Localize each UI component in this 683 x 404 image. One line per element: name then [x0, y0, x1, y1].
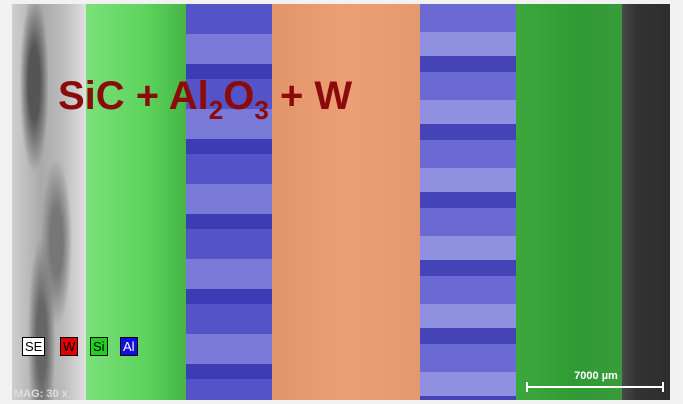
scale-label: 7000 µm — [526, 370, 666, 382]
si-layer — [516, 4, 622, 400]
eds-map: SiC + Al2O3 + W SE W Si Al 7000 µm MAG: … — [0, 0, 683, 404]
w-layer — [272, 4, 420, 400]
magnification: MAG: 30 x — [14, 388, 68, 400]
subscript: 3 — [254, 95, 268, 125]
background-region — [622, 4, 670, 400]
title: SiC + Al2O3 + W — [58, 74, 352, 126]
title-text: SiC + Al — [58, 74, 209, 118]
al-layer — [186, 4, 272, 400]
title-text: O — [223, 74, 254, 118]
legend-w: W — [60, 337, 78, 356]
scale-bar — [526, 386, 664, 388]
legend-al: Al — [120, 337, 138, 356]
title-text: + W — [269, 74, 352, 118]
legend-si: Si — [90, 337, 108, 356]
legend-se: SE — [22, 337, 45, 356]
subscript: 2 — [209, 95, 223, 125]
al-layer — [420, 4, 516, 400]
